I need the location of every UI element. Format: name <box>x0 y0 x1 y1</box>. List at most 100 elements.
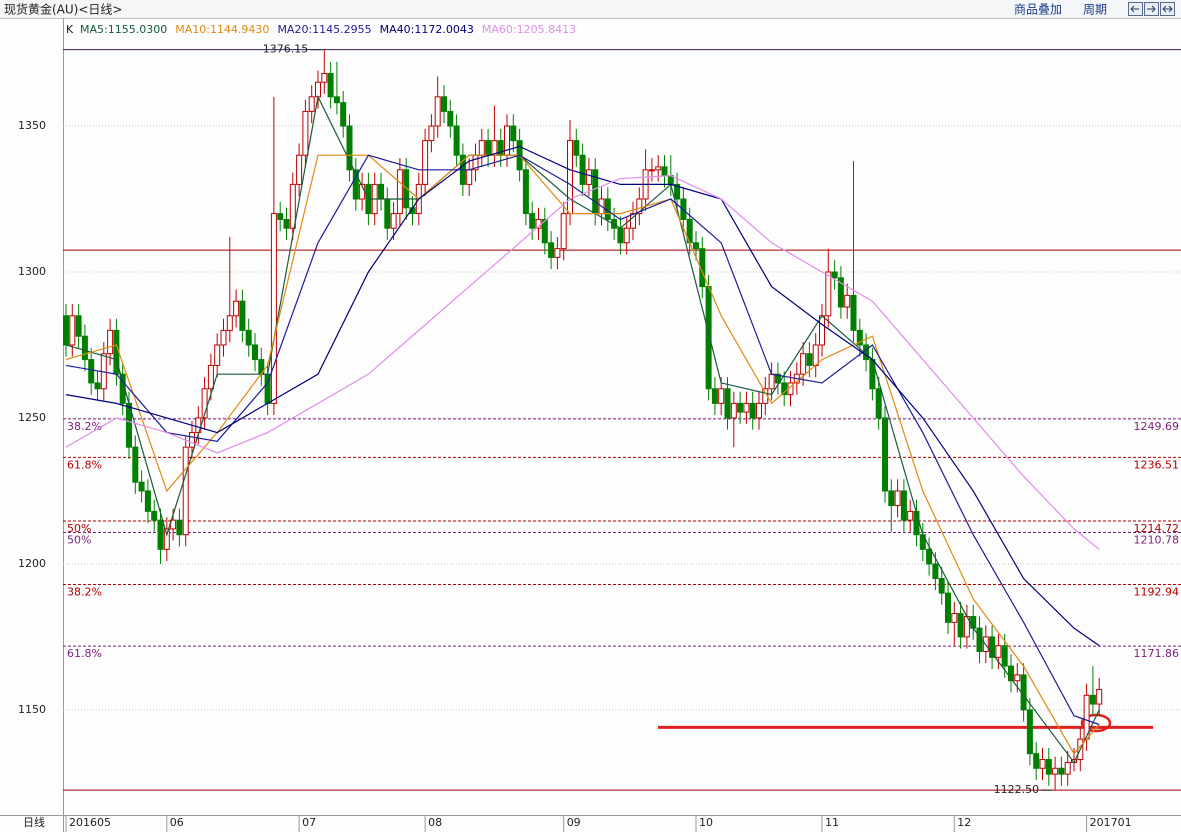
candle-body <box>289 183 296 229</box>
candle-body <box>856 329 863 346</box>
fib-ratio-label: 50% <box>67 522 91 535</box>
ma-line <box>65 154 1100 726</box>
y-tick-label: 1200 <box>18 557 46 570</box>
candle-body <box>756 402 762 419</box>
candle-body <box>674 183 681 200</box>
menu-item[interactable]: 周期 <box>1083 3 1107 17</box>
candle-body <box>157 519 164 550</box>
candle-body <box>1096 688 1103 705</box>
candle-body <box>182 446 189 536</box>
candle-body <box>989 636 996 658</box>
candle-body <box>226 315 233 331</box>
candle-body <box>384 198 391 229</box>
candle-body <box>837 277 844 308</box>
fib-ratio-label: 38.2% <box>67 420 102 433</box>
x-tick-label: 08 <box>428 816 442 829</box>
candle-body <box>1089 694 1096 705</box>
ma-line <box>65 145 1100 647</box>
candle-body <box>900 490 907 521</box>
y-tick-label: 1250 <box>18 411 46 424</box>
candle-body <box>661 166 668 177</box>
candle-body <box>252 344 258 361</box>
candle-body <box>743 402 750 413</box>
candle-body <box>648 169 655 172</box>
legend-entry: MA40:1172.0043 <box>380 23 474 36</box>
menu-item[interactable]: 商品叠加 <box>1014 2 1062 17</box>
candle-body <box>888 490 895 507</box>
candle-body <box>781 382 788 396</box>
ma-line <box>65 154 1100 755</box>
candle-body <box>1064 761 1071 775</box>
candle-body <box>151 510 158 521</box>
fib-value-label: 1236.51 <box>1134 458 1180 471</box>
candle-body <box>352 169 359 200</box>
fib-value-label: 1171.86 <box>1134 647 1180 660</box>
candle-body <box>441 96 447 112</box>
candle-body <box>573 140 580 156</box>
candle-body <box>1008 665 1014 682</box>
candle-body <box>340 102 347 127</box>
x-tick-label: 11 <box>825 816 839 829</box>
candle-body <box>529 213 536 229</box>
candle-body <box>327 72 334 98</box>
candle-body <box>951 613 958 623</box>
candle-body <box>478 140 485 156</box>
y-tick-label: 1350 <box>18 119 46 132</box>
candle-body <box>617 227 624 244</box>
chart-title: 现货黄金(AU)<日线> <box>4 2 122 17</box>
highlight-circle <box>1080 713 1112 733</box>
icon <box>1147 5 1156 13</box>
candle-body <box>144 490 151 512</box>
candle-body <box>1014 674 1021 682</box>
candle-body <box>485 140 492 156</box>
candle-body <box>630 213 636 229</box>
candle-body <box>560 213 567 250</box>
x-tick-label: 06 <box>170 816 184 829</box>
candle-body <box>548 242 555 258</box>
fib-value-label: 1214.72 <box>1134 522 1180 535</box>
candle-body <box>1058 767 1065 775</box>
candle-body <box>428 125 435 142</box>
candle-body <box>321 72 328 83</box>
candle-body <box>378 183 384 200</box>
candle-body <box>296 154 303 185</box>
candle-body <box>831 271 838 279</box>
candle-body <box>333 96 340 104</box>
candle-body <box>724 388 731 419</box>
candle-body <box>938 578 945 594</box>
candle-body <box>730 402 737 419</box>
candle-body <box>75 315 82 337</box>
candle-body <box>932 563 939 580</box>
extreme-label: 1122.50 <box>994 783 1040 796</box>
ma-line <box>65 175 1100 550</box>
window-buttons <box>1128 2 1175 16</box>
candle-body <box>541 218 548 244</box>
candle-body <box>63 315 69 346</box>
candle-body <box>894 490 901 507</box>
candle-body <box>693 242 699 250</box>
x-tick-label: 201701 <box>1090 816 1132 829</box>
candle-body <box>711 388 718 404</box>
candle-body <box>277 213 284 220</box>
candle-body <box>850 294 857 331</box>
legend-prefix: K <box>66 23 74 36</box>
candle-body <box>875 388 882 419</box>
candle-body <box>233 300 240 317</box>
fib-ratio-label: 50% <box>67 533 91 546</box>
candle-body <box>434 96 441 127</box>
candle-body <box>1026 709 1033 755</box>
candle-body <box>945 592 951 623</box>
candle-body <box>623 227 630 244</box>
candle-body <box>655 166 662 171</box>
candle-body <box>390 213 397 229</box>
candle-body <box>611 218 618 229</box>
candle-body <box>737 402 744 413</box>
fib-value-label: 1192.94 <box>1134 586 1180 599</box>
y-tick-label: 1150 <box>18 703 46 716</box>
candle-body <box>926 548 933 565</box>
candle-body <box>585 169 592 185</box>
candle-body <box>163 528 170 550</box>
candle-body <box>749 402 756 419</box>
candle-body <box>567 140 573 215</box>
